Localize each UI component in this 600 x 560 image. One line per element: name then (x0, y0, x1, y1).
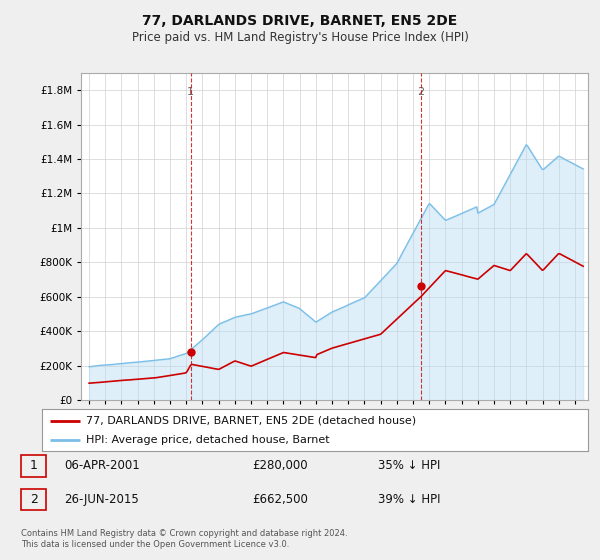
Text: HPI: Average price, detached house, Barnet: HPI: Average price, detached house, Barn… (86, 435, 329, 445)
Text: 2: 2 (29, 493, 38, 506)
Text: 35% ↓ HPI: 35% ↓ HPI (378, 459, 440, 473)
Text: 26-JUN-2015: 26-JUN-2015 (64, 493, 139, 506)
Text: £280,000: £280,000 (252, 459, 308, 473)
Text: Price paid vs. HM Land Registry's House Price Index (HPI): Price paid vs. HM Land Registry's House … (131, 31, 469, 44)
Text: 06-APR-2001: 06-APR-2001 (64, 459, 140, 473)
Text: Contains HM Land Registry data © Crown copyright and database right 2024.
This d: Contains HM Land Registry data © Crown c… (21, 529, 347, 549)
Text: 39% ↓ HPI: 39% ↓ HPI (378, 493, 440, 506)
Text: 77, DARLANDS DRIVE, BARNET, EN5 2DE: 77, DARLANDS DRIVE, BARNET, EN5 2DE (142, 14, 458, 28)
Text: 2: 2 (417, 87, 424, 96)
Text: 1: 1 (187, 87, 194, 96)
Text: 1: 1 (29, 459, 38, 473)
Text: 77, DARLANDS DRIVE, BARNET, EN5 2DE (detached house): 77, DARLANDS DRIVE, BARNET, EN5 2DE (det… (86, 416, 416, 426)
Text: £662,500: £662,500 (252, 493, 308, 506)
